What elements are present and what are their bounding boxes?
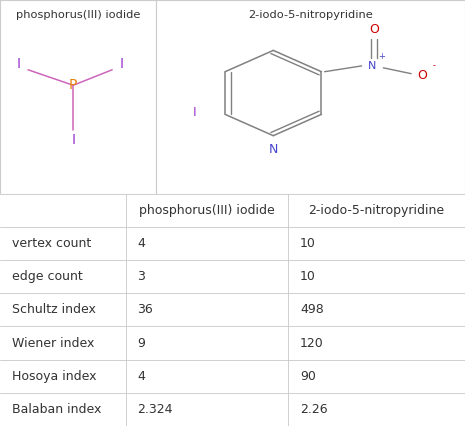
Text: phosphorus(III) iodide: phosphorus(III) iodide [16,10,140,20]
Text: P: P [69,78,77,92]
Text: 2-iodo-5-nitropyridine: 2-iodo-5-nitropyridine [248,10,373,20]
Text: 90: 90 [300,370,316,383]
Text: N: N [368,61,376,71]
Text: N: N [269,144,278,156]
Text: 498: 498 [300,303,324,317]
Text: I: I [71,132,75,147]
Text: 2.26: 2.26 [300,403,327,416]
Text: 10: 10 [300,237,316,250]
Text: O: O [418,69,427,82]
Text: -: - [433,61,436,70]
Text: 2-iodo-5-nitropyridine: 2-iodo-5-nitropyridine [309,204,445,217]
Text: 3: 3 [137,270,145,283]
Text: Schultz index: Schultz index [12,303,95,317]
Text: Hosoya index: Hosoya index [12,370,96,383]
Text: 120: 120 [300,337,324,350]
Text: I: I [17,57,21,71]
Text: +: + [379,52,385,61]
Text: vertex count: vertex count [12,237,91,250]
Text: Balaban index: Balaban index [12,403,101,416]
Text: I: I [120,57,124,71]
Text: 4: 4 [137,370,145,383]
Text: Wiener index: Wiener index [12,337,94,350]
Text: 36: 36 [137,303,153,317]
Text: 9: 9 [137,337,145,350]
Text: 4: 4 [137,237,145,250]
Text: I: I [193,106,196,119]
Text: O: O [369,23,379,36]
Text: 10: 10 [300,270,316,283]
Text: edge count: edge count [12,270,82,283]
Text: 2.324: 2.324 [137,403,173,416]
Text: phosphorus(III) iodide: phosphorus(III) iodide [139,204,275,217]
